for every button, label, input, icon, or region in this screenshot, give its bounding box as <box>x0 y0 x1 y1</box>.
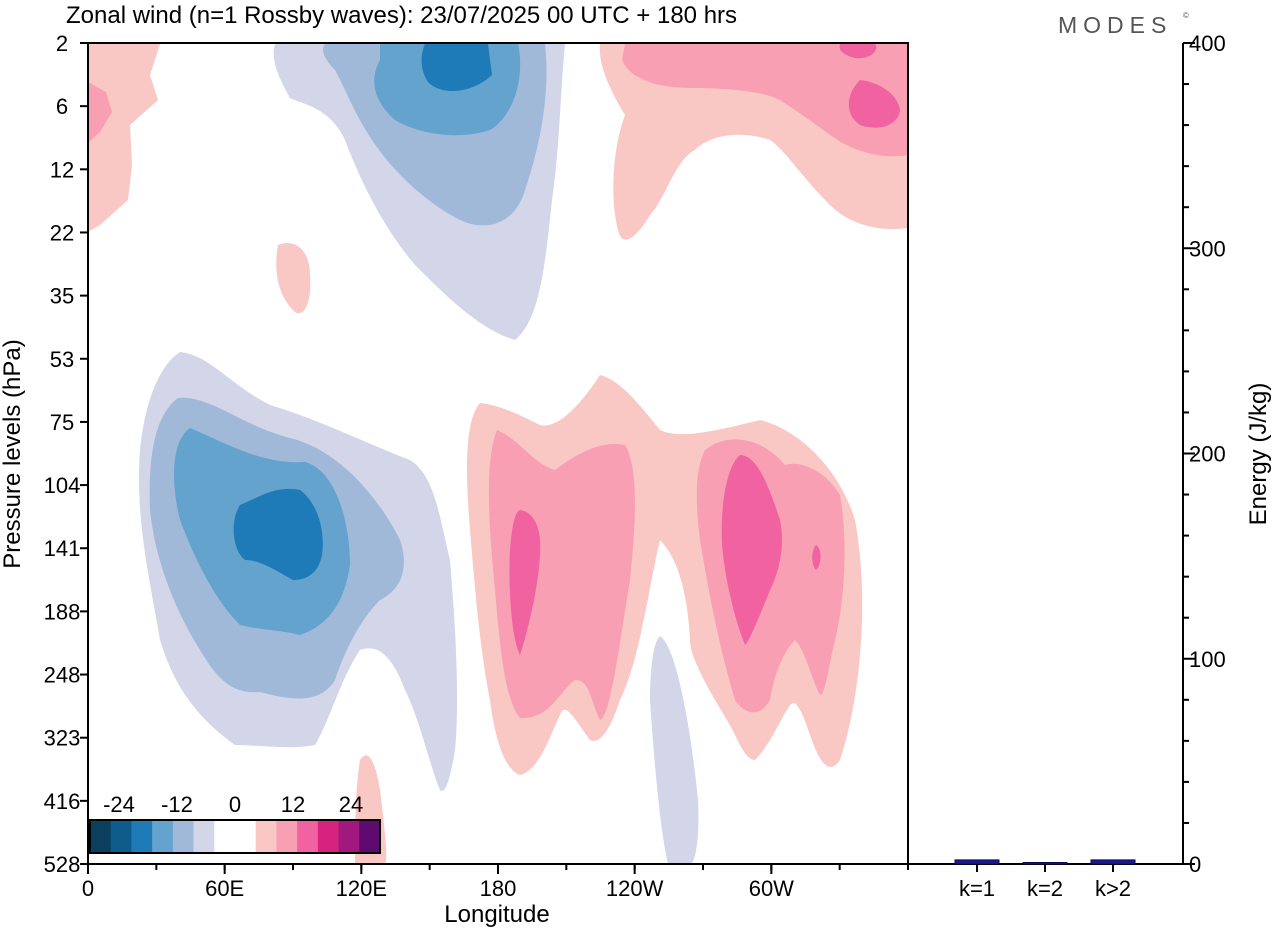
energy-bar <box>1022 862 1068 865</box>
energy-bar <box>954 859 1000 865</box>
colorbar-swatch <box>276 820 298 853</box>
energy-tick-label: 200 <box>1189 442 1226 467</box>
y-tick-label: 104 <box>44 473 81 498</box>
colorbar-tick-label: -12 <box>161 792 193 817</box>
contour-neg-lower-core <box>233 488 323 580</box>
energy-tick-label: 400 <box>1189 31 1226 56</box>
energy-category-label: k>2 <box>1095 876 1131 901</box>
colorbar-swatch <box>193 820 215 853</box>
x-tick-label: 60W <box>749 876 794 901</box>
y-tick-label: 141 <box>44 536 81 561</box>
colorbar-tick-label: 0 <box>229 792 241 817</box>
y-tick-label: 188 <box>44 599 81 624</box>
contour-neg-tongue <box>650 636 699 864</box>
contour-pos-upper-right-mid <box>622 44 908 157</box>
colorbar-tick-label: 12 <box>281 792 305 817</box>
y-tick-label: 6 <box>56 94 68 119</box>
contour-pos-lower-center-core <box>509 510 541 655</box>
x-tick-label: 0 <box>82 876 94 901</box>
brand-copyright-mark: © <box>1183 11 1189 20</box>
y-tick-label: 2 <box>56 31 68 56</box>
contour-pos-lower-right-speck <box>812 545 821 570</box>
colorbar-swatch <box>317 820 340 853</box>
x-tick-label: 120W <box>606 876 664 901</box>
colorbar-swatch <box>297 820 319 853</box>
x-tick-label: 120E <box>336 876 387 901</box>
colorbar-swatch <box>338 820 360 853</box>
colorbar-tick-label: -24 <box>103 792 135 817</box>
contour-pos-upper-right-core-top <box>839 44 877 59</box>
contour-neg-upper-core <box>421 44 492 92</box>
y-tick-label: 416 <box>44 789 81 814</box>
contour-pos-lower-right-core <box>721 455 782 645</box>
brand-logo: MODES <box>1058 12 1172 38</box>
colorbar-swatch <box>152 820 174 853</box>
colorbar-labels: -24 -12 0 12 24 <box>103 792 363 817</box>
energy-axis: 0 100 200 300 400 <box>1183 31 1226 877</box>
y-tick-label: 12 <box>50 157 74 182</box>
colorbar-swatch <box>235 820 257 853</box>
y-tick-label: 248 <box>44 663 81 688</box>
x-axis-longitude: 0 60E 120E 180 120W 60W <box>82 864 909 901</box>
y-axis-label: Pressure levels (hPa) <box>0 339 26 568</box>
energy-tick-label: 100 <box>1189 647 1226 672</box>
colorbar-swatch <box>359 820 381 853</box>
contour-pos-upper-right-core <box>848 80 900 128</box>
energy-tick-label: 300 <box>1189 236 1226 261</box>
y-tick-label: 323 <box>44 726 81 751</box>
y-tick-label: 35 <box>50 284 74 309</box>
contour-pos-upper-left-inner <box>88 82 112 143</box>
y-tick-label: 75 <box>50 410 74 435</box>
contour-pos-lower-center-mid <box>488 430 635 720</box>
colorbar-swatch <box>110 820 132 853</box>
y-tick-label: 22 <box>50 220 74 245</box>
colorbar-frame <box>89 819 381 854</box>
x-axis-label: Longitude <box>444 901 549 928</box>
energy-bars: k=1 k=2 k>2 <box>954 859 1136 901</box>
energy-bar <box>1090 859 1136 865</box>
chart-title: Zonal wind (n=1 Rossby waves): 23/07/202… <box>66 2 737 29</box>
energy-axis-label: Energy (J/kg) <box>1245 383 1272 526</box>
contour-pos-upper-left-outer <box>88 44 160 232</box>
x-tick-label: 180 <box>480 876 517 901</box>
energy-category-label: k=2 <box>1027 876 1063 901</box>
y-axis-pressure: 2 6 12 22 35 53 75 104 141 188 248 323 416 528 <box>44 31 88 877</box>
contour-field <box>88 44 908 864</box>
y-tick-label: 53 <box>50 347 74 372</box>
colorbar-swatch <box>214 820 236 853</box>
colorbar-swatch <box>255 820 277 853</box>
colorbar-swatch <box>172 820 195 853</box>
x-tick-label: 60E <box>205 876 244 901</box>
energy-category-label: k=1 <box>959 876 995 901</box>
contour-pos-small-blob <box>276 243 311 314</box>
y-tick-label: 528 <box>44 852 81 877</box>
colorbar <box>89 819 381 854</box>
colorbar-tick-label: 24 <box>339 792 363 817</box>
colorbar-swatch <box>131 820 153 853</box>
colorbar-swatch <box>90 820 112 853</box>
energy-tick-label: 0 <box>1189 852 1201 877</box>
